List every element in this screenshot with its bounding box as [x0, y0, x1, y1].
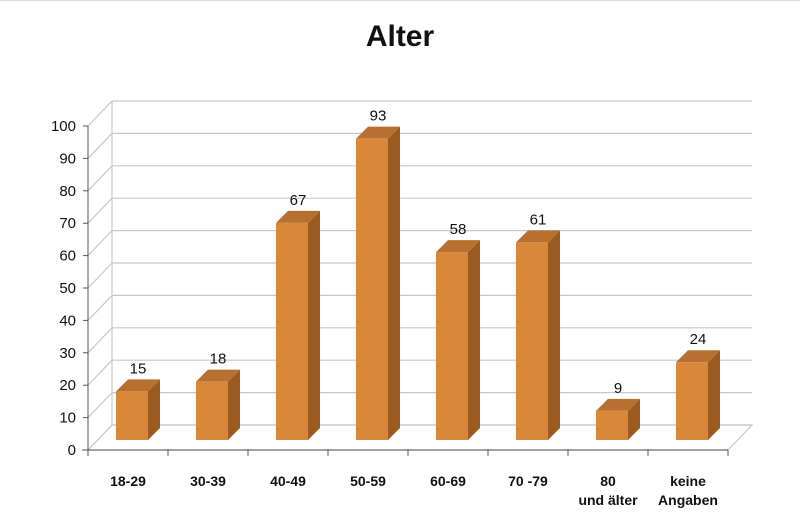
y-tick-label: 20	[59, 377, 76, 394]
bar-side	[148, 379, 160, 440]
bar-side	[308, 210, 320, 440]
x-tick-label: 60-69	[430, 473, 466, 489]
gridlines	[86, 100, 754, 451]
bar-front	[356, 138, 388, 440]
chart-title: Alter	[365, 20, 435, 53]
y-tick-label: 100	[51, 118, 76, 135]
bar-front	[596, 410, 628, 440]
side-wall-line	[87, 197, 113, 224]
bar	[676, 350, 720, 440]
y-tick-label: 70	[59, 215, 76, 232]
data-label: 24	[690, 331, 707, 348]
bar-top	[436, 240, 480, 253]
side-wall-line	[87, 165, 113, 192]
labels: 0 10 20 30 40 50 60 70 80 90 100 15 18 67 93 58 61 9 24 18-…	[51, 108, 718, 508]
y-tick-label: 50	[59, 280, 76, 297]
data-label: 18	[210, 351, 227, 368]
bar-front	[436, 252, 468, 440]
bar-side	[388, 126, 400, 441]
side-wall-line	[87, 100, 113, 127]
x-tick-label: 80 und älter	[578, 473, 638, 508]
x-tick-label: 18-29	[110, 473, 146, 489]
bar-front	[516, 242, 548, 440]
bar	[116, 379, 160, 440]
y-tick-label: 60	[59, 248, 76, 265]
bar-side	[628, 398, 640, 440]
y-tick-label: 90	[59, 150, 76, 167]
x-tick-label: 30-39	[190, 473, 226, 489]
side-wall-line	[87, 230, 113, 257]
side-wall-line	[87, 132, 113, 159]
bar-top	[516, 230, 560, 243]
bar-top	[356, 126, 400, 139]
data-label: 58	[450, 221, 467, 238]
bar-side	[548, 230, 560, 440]
bar-top	[196, 369, 240, 382]
data-label: 9	[614, 380, 622, 397]
bar-front	[276, 222, 308, 440]
y-tick-label: 0	[68, 442, 76, 459]
data-label: 67	[290, 192, 307, 209]
axes	[82, 125, 729, 456]
bar-front	[676, 362, 708, 440]
x-tick-label: 40-49	[270, 473, 306, 489]
side-wall-line	[87, 392, 113, 419]
data-label: 15	[130, 360, 147, 377]
bar	[516, 230, 560, 440]
bar-top	[676, 350, 720, 363]
bar-side	[228, 369, 240, 440]
x-tick-label: 50-59	[350, 473, 386, 489]
bar	[196, 369, 240, 440]
bars	[116, 126, 720, 441]
y-tick-label: 30	[59, 345, 76, 362]
x-tick-label: 70 -79	[508, 473, 548, 489]
bar-front	[196, 381, 228, 440]
bar-top	[116, 379, 160, 392]
bar	[436, 240, 480, 440]
y-tick-label: 10	[59, 410, 76, 427]
y-tick-label: 40	[59, 312, 76, 329]
bar	[596, 398, 640, 440]
x-tick-label: keine Angaben	[658, 473, 718, 508]
bar-top	[596, 398, 640, 411]
side-wall-line	[87, 327, 113, 354]
bar-top	[276, 210, 320, 223]
data-label: 61	[530, 211, 547, 228]
bar-side	[708, 350, 720, 440]
side-wall-line	[87, 359, 113, 386]
y-tick-label: 80	[59, 183, 76, 200]
side-wall-line	[87, 294, 113, 321]
bar-front	[116, 391, 148, 440]
floor	[86, 424, 754, 451]
bar	[356, 126, 400, 441]
bar-side	[468, 240, 480, 440]
data-label: 93	[370, 108, 387, 125]
side-wall-line	[87, 262, 113, 289]
bar	[276, 210, 320, 440]
